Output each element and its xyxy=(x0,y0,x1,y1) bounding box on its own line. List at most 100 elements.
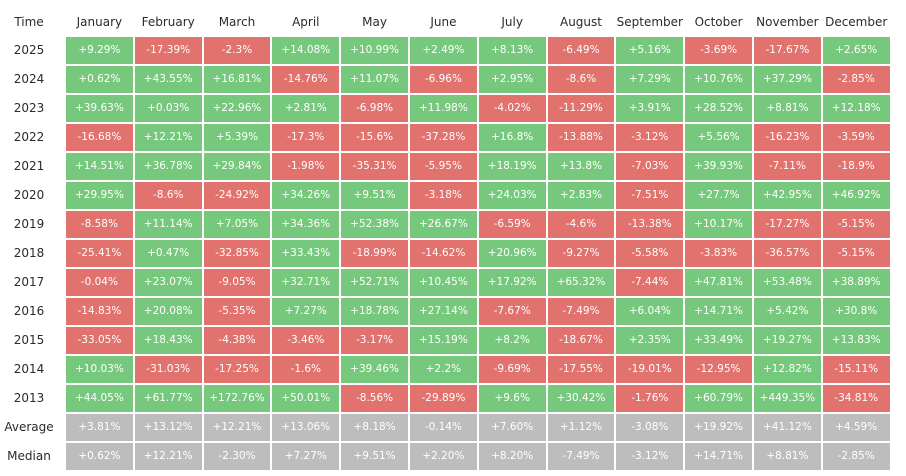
heatmap-cell-2016-august: -7.49% xyxy=(547,298,615,325)
heatmap-cell-2020-january: +29.95% xyxy=(66,182,133,209)
heatmap-cell-2019-november: -17.27% xyxy=(754,211,821,238)
heatmap-cell-2015-february: +18.43% xyxy=(134,327,202,354)
heatmap-cell-average-july: +7.60% xyxy=(478,414,546,441)
heatmap-cell-2019-august: -4.6% xyxy=(547,211,615,238)
heatmap-cell-2016-january: -14.83% xyxy=(66,298,133,325)
corner-label-time: Time xyxy=(14,15,44,29)
heatmap-cell-2014-october: -12.95% xyxy=(685,356,752,383)
column-header-march: March xyxy=(218,15,256,29)
heatmap-cell-2018-may: -18.99% xyxy=(341,240,408,267)
heatmap-cell-2024-october: +10.76% xyxy=(685,66,752,93)
row-label-average: Average xyxy=(4,420,54,434)
heatmap-cell-2017-november: +53.48% xyxy=(754,269,821,296)
heatmap-cell-median-july: +8.20% xyxy=(478,443,546,470)
row-label-2019: 2019 xyxy=(13,217,45,231)
heatmap-cell-2018-september: -5.58% xyxy=(616,240,684,267)
heatmap-cell-2022-may: -15.6% xyxy=(341,124,408,151)
heatmap-cell-2023-october: +28.52% xyxy=(685,95,752,122)
heatmap-cell-2025-january: +9.29% xyxy=(66,37,133,64)
heatmap-cell-median-august: -7.49% xyxy=(547,443,615,470)
heatmap-cell-2024-march: +16.81% xyxy=(203,66,271,93)
heatmap-cell-2016-march: -5.35% xyxy=(203,298,271,325)
heatmap-cell-2023-november: +8.81% xyxy=(754,95,821,122)
heatmap-cell-2020-august: +2.83% xyxy=(547,182,615,209)
heatmap-cell-2013-july: +9.6% xyxy=(478,385,546,412)
heatmap-cell-2023-july: -4.02% xyxy=(478,95,546,122)
column-header-october: October xyxy=(694,15,743,29)
heatmap-cell-2014-december: -15.11% xyxy=(822,356,890,383)
heatmap-cell-2019-may: +52.38% xyxy=(341,211,408,238)
heatmap-cell-2023-september: +3.91% xyxy=(616,95,684,122)
heatmap-cell-2025-november: -17.67% xyxy=(754,37,821,64)
heatmap-cell-average-november: +41.12% xyxy=(754,414,821,441)
heatmap-cell-2023-april: +2.81% xyxy=(272,95,340,122)
heatmap-cell-2014-march: -17.25% xyxy=(203,356,271,383)
heatmap-cell-2014-june: +2.2% xyxy=(410,356,477,383)
heatmap-cell-average-october: +19.92% xyxy=(685,414,752,441)
row-label-2024: 2024 xyxy=(13,72,45,86)
heatmap-cell-2017-september: -7.44% xyxy=(616,269,684,296)
heatmap-cell-average-september: -3.08% xyxy=(616,414,684,441)
heatmap-cell-2021-december: -18.9% xyxy=(822,153,890,180)
column-header-february: February xyxy=(141,15,195,29)
heatmap-cell-2025-september: +5.16% xyxy=(616,37,684,64)
heatmap-cell-2016-july: -7.67% xyxy=(478,298,546,325)
heatmap-cell-2017-january: -0.04% xyxy=(66,269,133,296)
heatmap-cell-median-june: +2.20% xyxy=(410,443,477,470)
heatmap-cell-2016-april: +7.27% xyxy=(272,298,340,325)
heatmap-cell-2020-march: -24.92% xyxy=(203,182,271,209)
heatmap-cell-2016-december: +30.8% xyxy=(822,298,890,325)
heatmap-cell-2014-january: +10.03% xyxy=(66,356,133,383)
heatmap-cell-2015-january: -33.05% xyxy=(66,327,133,354)
heatmap-cell-2020-september: -7.51% xyxy=(616,182,684,209)
heatmap-cell-2017-december: +38.89% xyxy=(822,269,890,296)
column-header-july: July xyxy=(501,15,523,29)
heatmap-cell-2024-january: +0.62% xyxy=(66,66,133,93)
heatmap-cell-2017-august: +65.32% xyxy=(547,269,615,296)
heatmap-cell-2021-april: -1.98% xyxy=(272,153,340,180)
heatmap-cell-2025-june: +2.49% xyxy=(410,37,477,64)
heatmap-cell-2025-march: -2.3% xyxy=(203,37,271,64)
heatmap-cell-2025-april: +14.08% xyxy=(272,37,340,64)
heatmap-cell-2021-july: +18.19% xyxy=(478,153,546,180)
heatmap-cell-2020-july: +24.03% xyxy=(478,182,546,209)
heatmap-cell-2018-june: -14.62% xyxy=(410,240,477,267)
heatmap-cell-2013-march: +172.76% xyxy=(203,385,271,412)
heatmap-cell-average-april: +13.06% xyxy=(272,414,340,441)
heatmap-cell-median-september: -3.12% xyxy=(616,443,684,470)
heatmap-cell-2023-june: +11.98% xyxy=(410,95,477,122)
heatmap-cell-2024-april: -14.76% xyxy=(272,66,340,93)
heatmap-cell-2020-june: -3.18% xyxy=(410,182,477,209)
heatmap-cell-2021-january: +14.51% xyxy=(66,153,133,180)
heatmap-cell-2016-november: +5.42% xyxy=(754,298,821,325)
heatmap-cell-2022-february: +12.21% xyxy=(134,124,202,151)
heatmap-cell-2013-august: +30.42% xyxy=(547,385,615,412)
heatmap-cell-2017-july: +17.92% xyxy=(478,269,546,296)
row-label-2016: 2016 xyxy=(13,304,45,318)
heatmap-cell-2021-may: -35.31% xyxy=(341,153,408,180)
column-header-august: August xyxy=(559,15,602,29)
heatmap-cell-2025-february: -17.39% xyxy=(134,37,202,64)
heatmap-cell-2017-may: +52.71% xyxy=(341,269,408,296)
heatmap-cell-2023-february: +0.03% xyxy=(134,95,202,122)
column-header-june: June xyxy=(430,15,457,29)
heatmap-cell-2013-september: -1.76% xyxy=(616,385,684,412)
heatmap-cell-2021-october: +39.93% xyxy=(685,153,752,180)
heatmap-cell-2023-december: +12.18% xyxy=(822,95,890,122)
heatmap-cell-2016-september: +6.04% xyxy=(616,298,684,325)
heatmap-cell-2013-may: -8.56% xyxy=(341,385,408,412)
heatmap-cell-2017-april: +32.71% xyxy=(272,269,340,296)
heatmap-cell-2019-december: -5.15% xyxy=(822,211,890,238)
heatmap-cell-2025-october: -3.69% xyxy=(685,37,752,64)
heatmap-cell-2019-january: -8.58% xyxy=(66,211,133,238)
heatmap-cell-2015-may: -3.17% xyxy=(341,327,408,354)
heatmap-cell-2019-july: -6.59% xyxy=(478,211,546,238)
heatmap-cell-2013-october: +60.79% xyxy=(685,385,752,412)
heatmap-cell-2021-june: -5.95% xyxy=(410,153,477,180)
heatmap-cell-2018-october: -3.83% xyxy=(685,240,752,267)
heatmap-cell-2021-august: +13.8% xyxy=(547,153,615,180)
heatmap-cell-2025-december: +2.65% xyxy=(822,37,890,64)
heatmap-cell-2014-may: +39.46% xyxy=(341,356,408,383)
heatmap-cell-2013-february: +61.77% xyxy=(134,385,202,412)
heatmap-cell-median-november: +8.81% xyxy=(754,443,821,470)
